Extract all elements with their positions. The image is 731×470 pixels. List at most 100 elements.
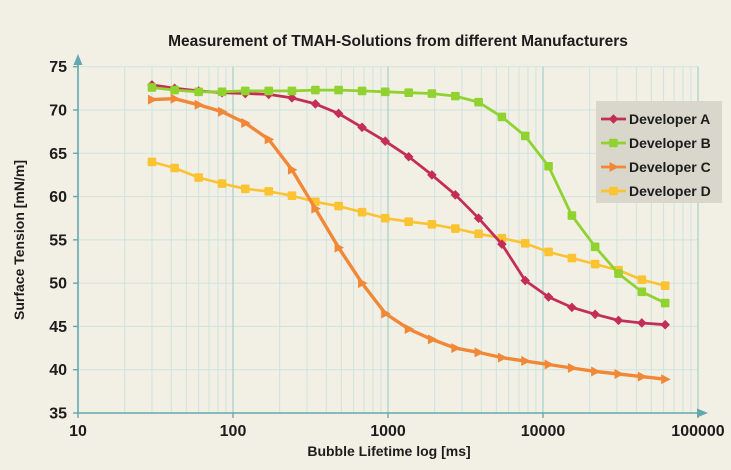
legend-item-developer-c: Developer C [601,159,711,175]
data-point-marker [427,334,438,345]
data-point-marker [334,201,343,211]
data-point-marker [334,85,343,95]
legend-label: Developer C [629,159,711,175]
data-point-marker [358,278,368,289]
data-point-marker [380,87,390,97]
data-point-marker [520,275,531,286]
data-point-marker [357,122,367,133]
data-point-marker [311,85,320,95]
data-point-marker [194,87,203,97]
data-point-marker [147,94,158,105]
chart-title: Measurement of TMAH-Solutions from diffe… [168,33,628,50]
y-tick-label: 40 [49,362,67,379]
data-point-marker [287,86,297,96]
data-point-marker [147,157,157,167]
data-point-marker [404,88,413,97]
data-point-marker [660,281,670,291]
data-point-marker [357,86,367,96]
data-point-marker [241,117,251,128]
data-point-marker [473,213,484,224]
data-point-marker [614,269,623,278]
data-point-marker [637,275,647,284]
data-point-marker [609,186,618,196]
data-point-marker [287,164,298,175]
data-point-marker [661,374,671,385]
y-tick-label: 65 [49,146,67,163]
data-point-marker [497,352,508,363]
data-point-marker [609,138,618,148]
y-axis-arrow-icon [73,54,83,65]
data-point-marker [591,366,601,377]
series-developer-c [147,93,671,385]
data-point-marker [287,93,297,103]
x-tick-label: 10 [69,423,87,440]
data-point-marker [240,184,250,194]
data-point-marker [520,239,530,248]
data-point-marker [637,318,647,328]
data-point-marker [404,324,415,335]
data-point-marker [590,242,600,252]
data-point-marker [613,315,624,326]
data-point-marker [334,242,345,253]
legend-label: Developer B [629,135,711,151]
data-point-marker [217,87,227,97]
data-point-marker [520,131,530,141]
data-point-marker [451,343,461,354]
data-point-marker [404,217,413,226]
data-point-marker [567,253,577,263]
legend-label: Developer D [629,183,711,199]
data-point-marker [194,173,203,182]
data-point-marker [427,89,437,98]
tick-labels: 35 40 45 50 55 60 65 70 75 10 100 1000 10000 100000 [49,59,725,440]
data-point-marker [240,86,250,96]
axes [73,54,708,418]
series [147,80,671,385]
data-point-marker [590,259,600,269]
data-point-marker [567,211,577,220]
data-point-marker [660,298,670,308]
data-point-marker [403,151,414,162]
data-point-marker [474,347,485,358]
data-point-marker [451,91,460,101]
data-point-marker [170,163,179,173]
data-point-marker [567,302,577,313]
legend-item-developer-a: Developer A [601,111,710,127]
data-point-marker [637,287,647,297]
y-tick-label: 60 [49,189,67,206]
series-line [150,86,667,305]
data-point-marker [217,179,227,188]
data-point-marker [544,359,555,370]
y-tick-label: 45 [49,319,67,336]
series-developer-d [147,157,670,291]
data-point-marker [287,191,297,200]
data-point-marker [474,97,483,107]
data-point-marker [381,308,391,319]
data-point-marker [264,187,274,196]
data-point-marker [544,247,553,257]
data-point-marker [521,356,531,367]
data-point-marker [357,207,367,217]
data-point-marker [544,161,553,171]
data-point-marker [311,203,321,214]
series-developer-b [147,83,670,308]
data-point-marker [170,93,181,104]
y-axis-label: Surface Tension [mN/m] [11,160,27,320]
data-point-marker [218,106,228,117]
data-point-marker [567,362,578,373]
grid [78,66,699,413]
data-point-marker [609,162,619,172]
x-axis-arrow-icon [697,408,708,418]
legend-item-developer-d: Developer D [601,183,711,199]
data-point-marker [147,83,157,92]
data-point-marker [264,134,275,145]
x-tick-label: 1000 [370,423,406,440]
data-point-marker [474,229,483,239]
data-point-marker [614,369,625,380]
x-tick-label: 100000 [671,423,724,440]
data-point-marker [333,108,344,119]
y-tick-label: 70 [49,102,67,119]
data-point-marker [660,319,670,330]
y-tick-label: 75 [49,59,67,76]
